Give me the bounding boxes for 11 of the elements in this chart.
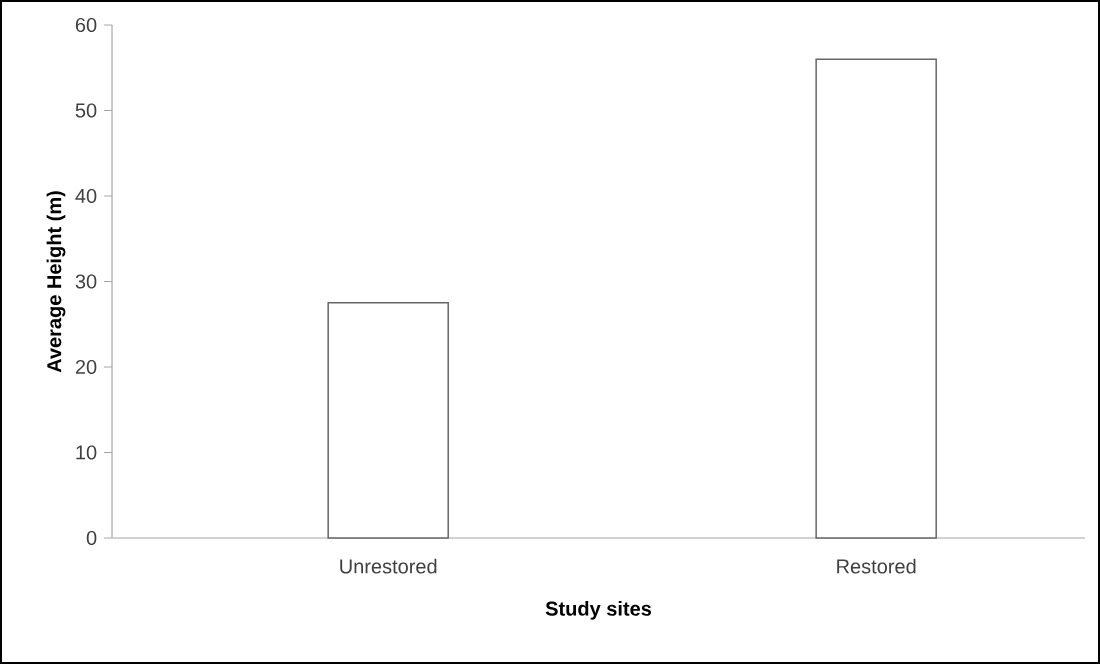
y-tick-label: 30 — [75, 274, 97, 289]
y-tick-label: 50 — [75, 103, 97, 118]
y-tick-label: 40 — [75, 188, 97, 204]
x-tick-label: Restored — [837, 558, 916, 574]
y-tick-label: 0 — [86, 530, 97, 546]
x-tick-label: Unrestored — [340, 558, 437, 574]
y-tick-label: 10 — [76, 445, 97, 460]
y-axis-title: Average Height (m) — [46, 191, 66, 373]
x-axis-title: Study sites — [545, 601, 652, 620]
y-tick-label: 60 — [75, 17, 97, 33]
y-tick-label: 20 — [75, 359, 97, 375]
